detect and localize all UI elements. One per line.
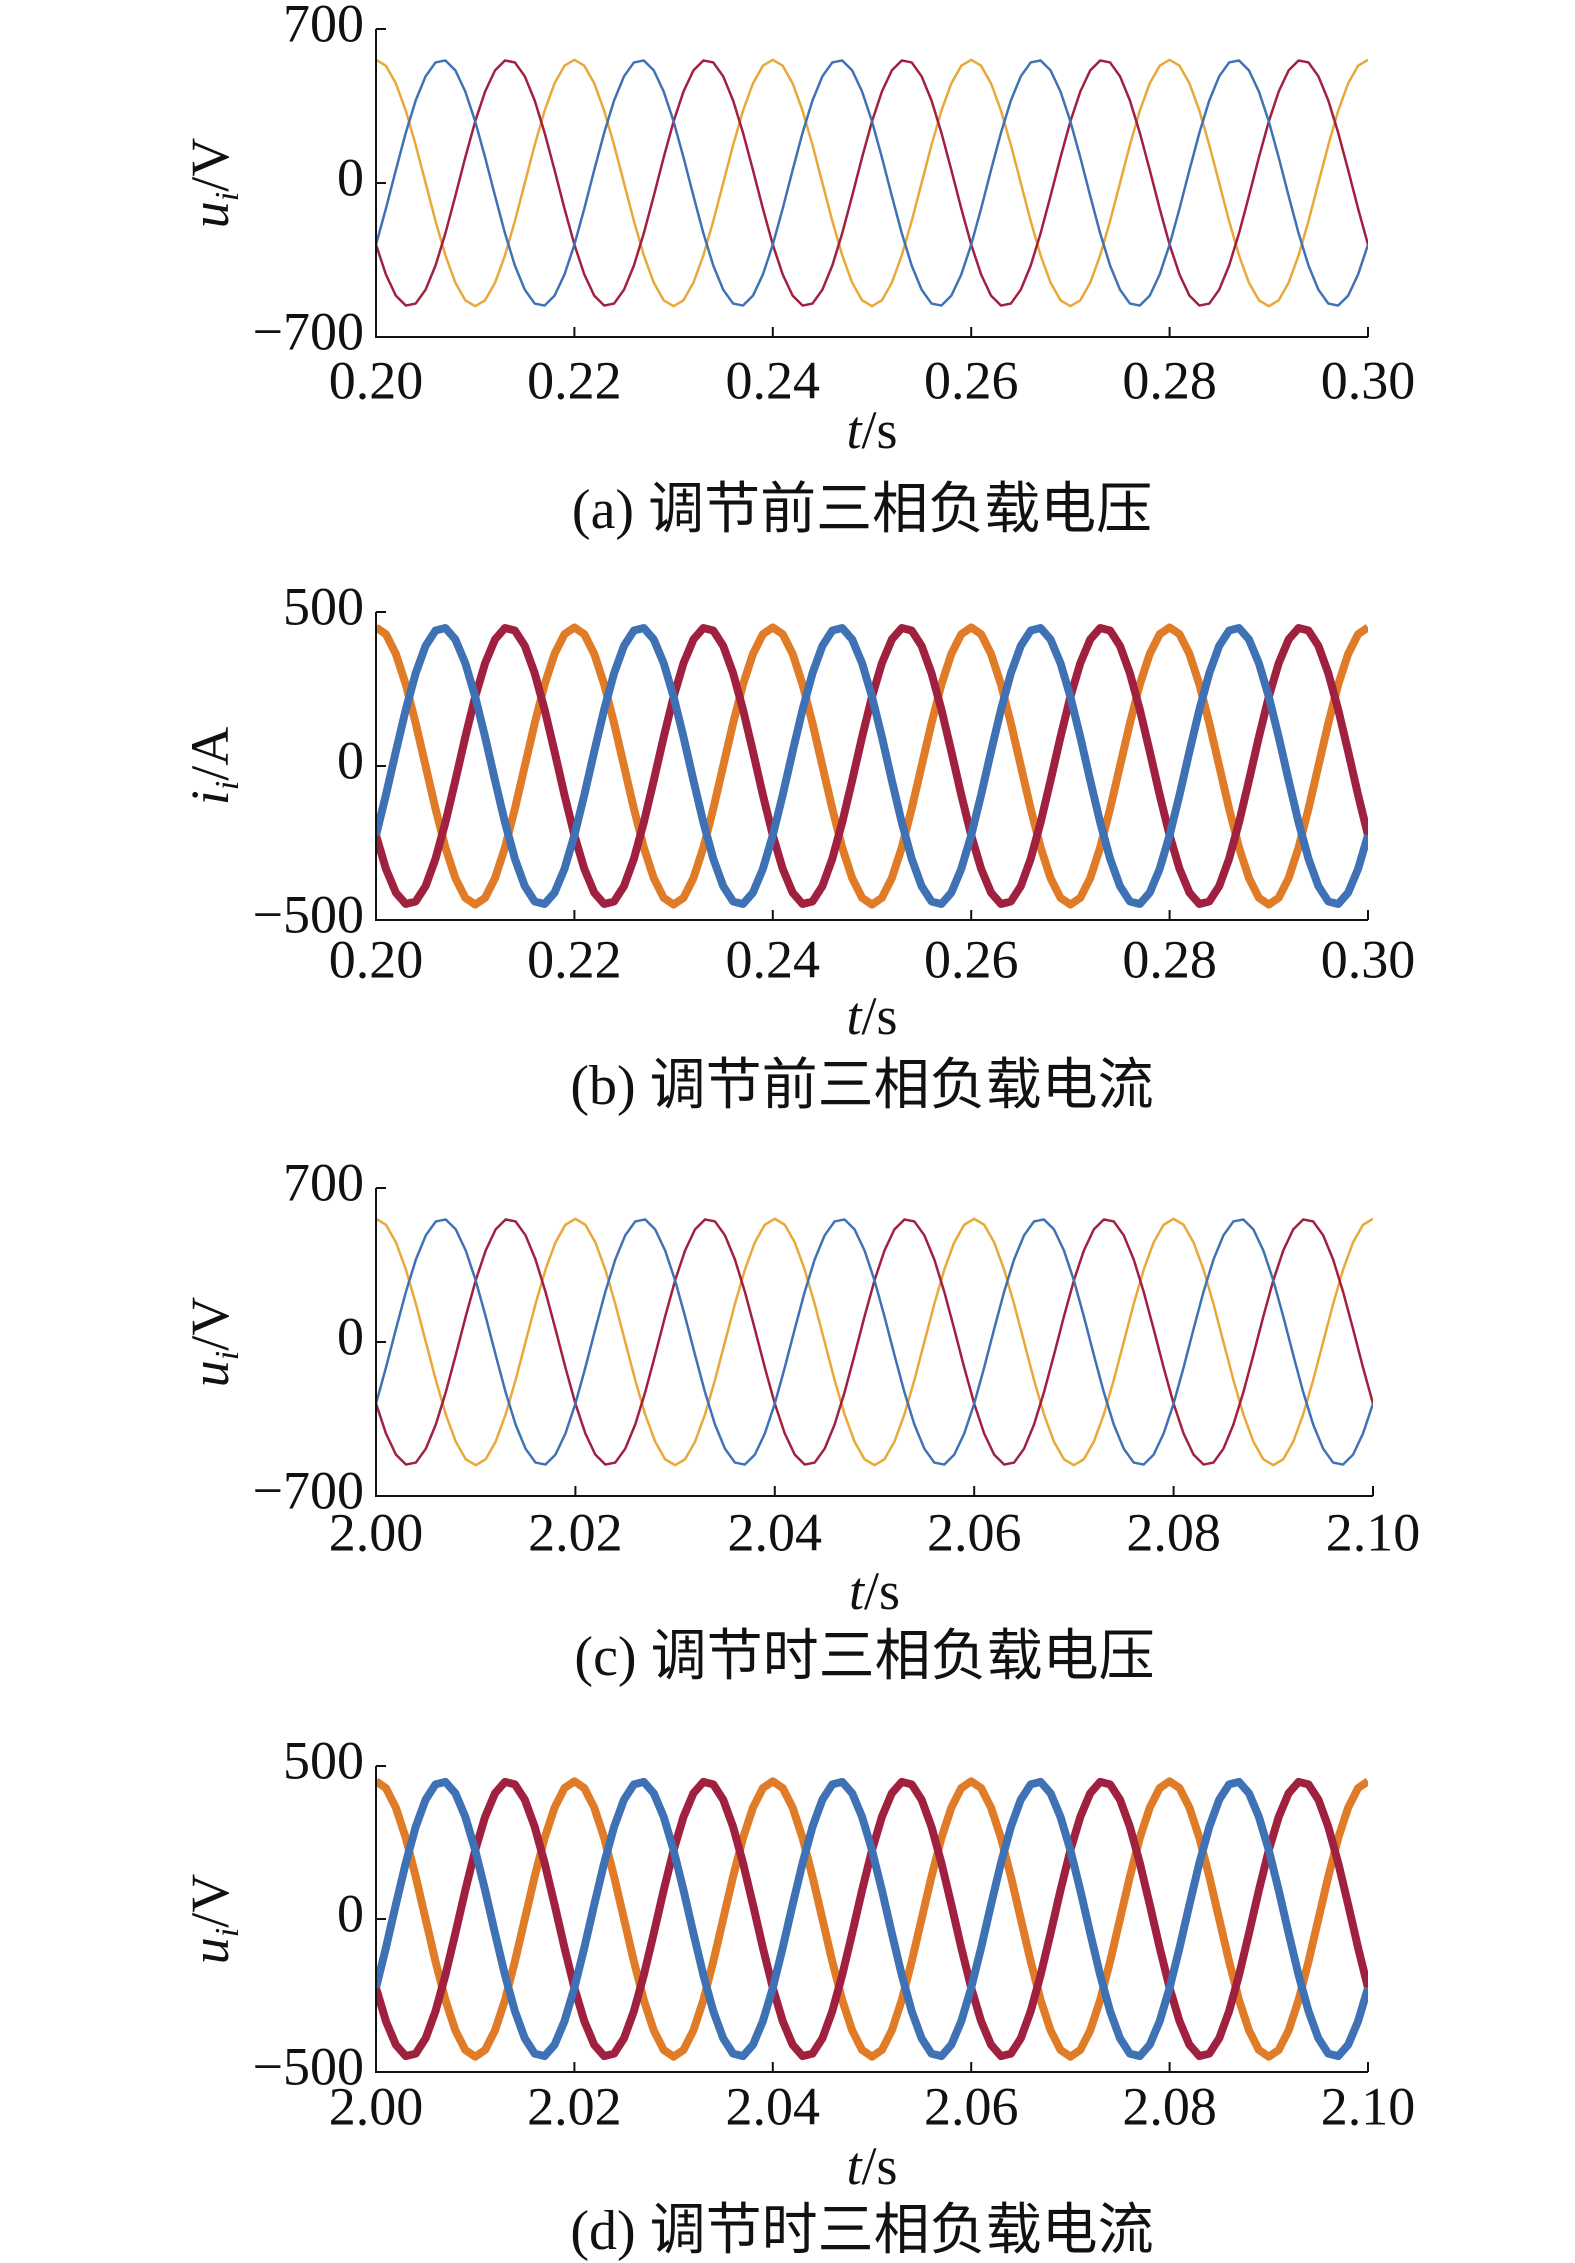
x-tick-label: 2.10	[1321, 2076, 1416, 2136]
y-tick-label: −500	[253, 2036, 364, 2096]
y-label-subscript: i	[209, 192, 246, 201]
y-label-symbol: u	[180, 1360, 240, 1387]
y-axis-label: ui/V	[180, 1874, 245, 1964]
y-label-symbol: i	[180, 790, 240, 805]
phase-line	[376, 623, 1368, 909]
x-axis-label: t/s	[846, 986, 897, 1046]
x-label-unit: /s	[861, 400, 897, 460]
plot-area	[376, 1217, 1373, 1467]
x-tick-label: 0.30	[1321, 929, 1416, 989]
y-tick-label: 700	[283, 0, 364, 53]
x-tick-label: 2.08	[1122, 2076, 1217, 2136]
y-tick-label: 700	[283, 1152, 364, 1212]
x-tick-label: 0.28	[1122, 350, 1217, 410]
x-label-unit: /s	[861, 2136, 897, 2196]
x-tick-label: 2.02	[528, 1502, 623, 1562]
y-tick-label: −700	[253, 1460, 364, 1520]
caption: (c) 调节时三相负载电压	[574, 1626, 1154, 1688]
x-tick-label: 2.06	[927, 1502, 1022, 1562]
y-tick-label: 500	[283, 576, 364, 636]
y-label-unit: /A	[180, 727, 240, 781]
plot-area	[376, 1777, 1368, 2061]
x-tick-label: 0.20	[329, 350, 424, 410]
x-tick-label: 0.30	[1321, 350, 1416, 410]
y-label-unit: /V	[180, 1874, 240, 1928]
y-label-unit: /V	[180, 138, 240, 192]
phase-line	[376, 624, 1368, 908]
x-label-symbol: t	[849, 1561, 866, 1621]
x-tick-label: 0.28	[1122, 929, 1217, 989]
plot-area	[376, 58, 1368, 308]
x-tick-label: 0.24	[726, 350, 821, 410]
x-tick-label: 0.26	[924, 350, 1019, 410]
y-label-symbol: u	[180, 201, 240, 228]
y-tick-label: 0	[337, 147, 364, 207]
subplot: −700 0 700 0.20 0.22 0.24 0.26 0.28 0.30 t/s ui/V (…	[180, 0, 1415, 541]
x-tick-label: 0.22	[527, 350, 622, 410]
subplot: −700 0 700 2.00 2.02 2.04 2.06 2.08 2.10 t/s ui/V (…	[180, 1152, 1420, 1687]
x-tick-label: 0.26	[924, 929, 1019, 989]
x-tick-label: 2.04	[726, 2076, 821, 2136]
x-tick-label: 2.08	[1126, 1502, 1221, 1562]
y-tick-label: 0	[337, 1883, 364, 1943]
x-axis-label: t/s	[846, 2136, 897, 2196]
y-axis-label: ui/V	[180, 1297, 245, 1387]
x-tick-label: 0.22	[527, 929, 622, 989]
caption: (a) 调节前三相负载电压	[572, 479, 1152, 541]
phase-line	[376, 1217, 1373, 1467]
x-tick-label: 0.24	[726, 929, 821, 989]
y-label-subscript: i	[209, 1928, 246, 1937]
y-axis-label: ii/A	[180, 727, 245, 805]
x-axis-label: t/s	[849, 1561, 900, 1621]
x-tick-label: 2.04	[728, 1502, 823, 1562]
x-label-symbol: t	[846, 986, 863, 1046]
x-tick-label: 2.00	[329, 1502, 424, 1562]
y-label-subscript: i	[209, 1351, 246, 1360]
x-tick-label: 2.06	[924, 2076, 1019, 2136]
phase-line	[376, 59, 1368, 307]
y-axis-label: ui/V	[180, 138, 245, 228]
y-tick-label: −500	[253, 884, 364, 944]
caption: (d) 调节时三相负载电流	[570, 2200, 1153, 2262]
y-tick-label: 500	[283, 1730, 364, 1790]
y-label-subscript: i	[209, 781, 246, 790]
subplot: −500 0 500 0.20 0.22 0.24 0.26 0.28 0.30 t/s ii/A (…	[180, 576, 1415, 1116]
x-label-unit: /s	[861, 986, 897, 1046]
y-tick-label: 0	[337, 730, 364, 790]
x-tick-label: 2.10	[1326, 1502, 1421, 1562]
x-tick-label: 2.02	[527, 2076, 622, 2136]
phase-line	[376, 1777, 1368, 2061]
y-label-symbol: u	[180, 1937, 240, 1964]
subplot: −500 0 500 2.00 2.02 2.04 2.06 2.08 2.10 t/s ui/V (…	[180, 1730, 1415, 2261]
x-tick-label: 0.20	[329, 929, 424, 989]
x-label-unit: /s	[864, 1561, 900, 1621]
x-label-symbol: t	[846, 2136, 863, 2196]
phase-line	[376, 1777, 1368, 2061]
x-label-symbol: t	[846, 400, 863, 460]
y-tick-label: −700	[253, 301, 364, 361]
x-axis-label: t/s	[846, 400, 897, 460]
y-label-unit: /V	[180, 1297, 240, 1351]
phase-line	[376, 58, 1368, 308]
phase-line	[376, 1218, 1373, 1466]
caption: (b) 调节前三相负载电流	[570, 1055, 1153, 1117]
y-tick-label: 0	[337, 1306, 364, 1366]
x-tick-label: 2.00	[329, 2076, 424, 2136]
plot-area	[376, 623, 1368, 909]
